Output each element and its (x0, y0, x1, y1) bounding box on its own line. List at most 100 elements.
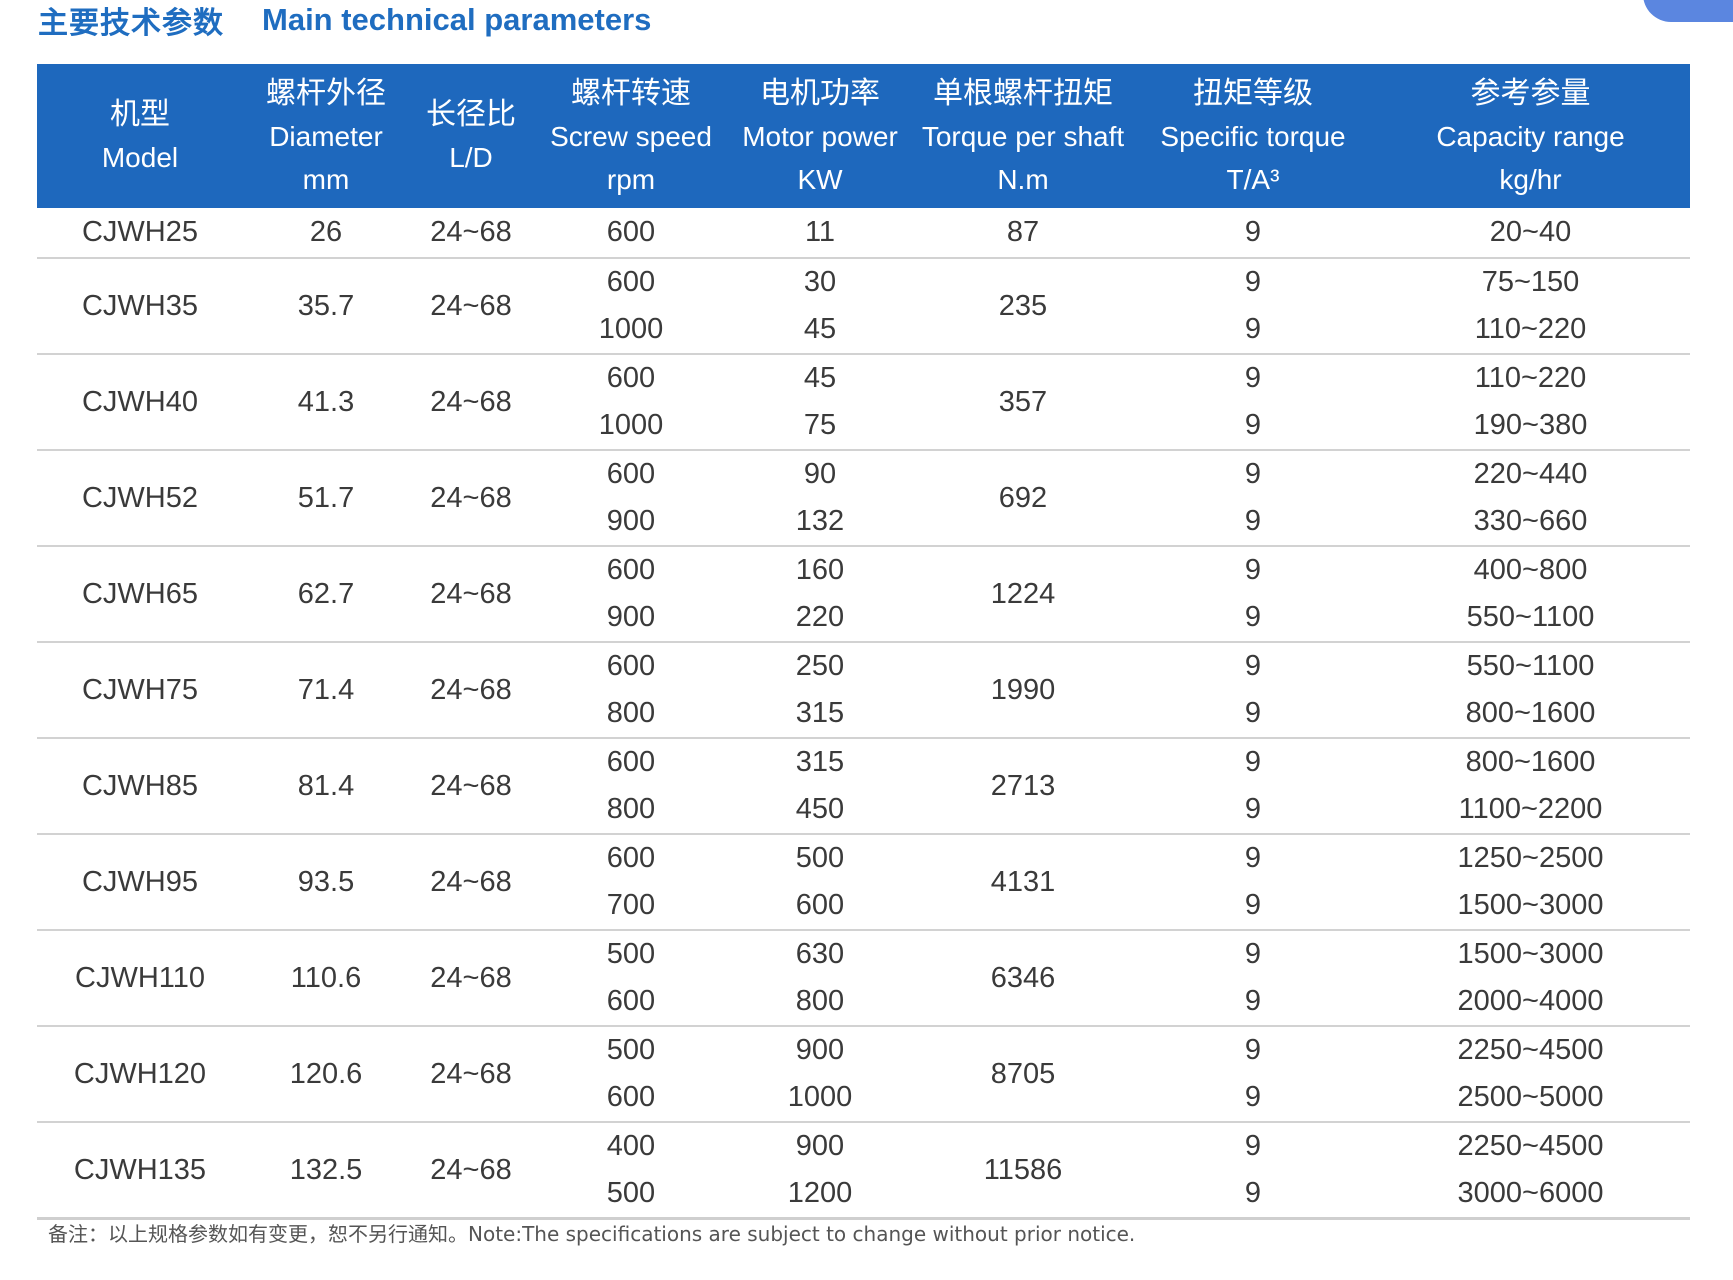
cell-screw-speed: 600 (606, 842, 656, 874)
cell-screw-speed: 600 (533, 208, 729, 259)
cell-model: CJWH120 (37, 1026, 243, 1123)
cell-diameter: 26 (243, 208, 409, 259)
cell-torque-per-shaft: 4131 (911, 834, 1135, 931)
cell-specific-torque: 9 (1135, 594, 1371, 643)
cell-specific-torque: 9 (1244, 266, 1262, 298)
cell-motor-power: 900 (795, 1034, 845, 1066)
cell-diameter: 110.6 (243, 930, 409, 1027)
cell-specific-torque: 9 (1244, 1130, 1262, 1162)
table-row: 1000 45 9 110~220 (37, 306, 1690, 355)
cell-screw-speed: 600 (606, 458, 656, 490)
cell-model: CJWH35 (37, 258, 243, 355)
header-ld-ratio: 长径比 L/D (409, 64, 533, 208)
cell-screw-speed: 700 (533, 882, 729, 931)
cell-specific-torque: 9 (1244, 362, 1262, 394)
technical-parameters-table: 机型 Model 螺杆外径 Diameter mm 长径比 L/D 螺杆转速 Screw … (37, 64, 1690, 1220)
table-body: CJWH25 26 24~68 600 11 87 9 20~40 CJWH35 35.7 24~6… (37, 208, 1690, 1220)
cell-torque-per-shaft: 1224 (911, 546, 1135, 643)
cell-ld-ratio: 24~68 (409, 834, 533, 931)
cell-screw-speed: 600 (606, 362, 656, 394)
cell-specific-torque: 9 (1135, 978, 1371, 1027)
header-screw-speed: 螺杆转速 Screw speed rpm (533, 64, 729, 208)
cell-model: CJWH52 (37, 450, 243, 547)
cell-screw-speed: 500 (606, 1034, 656, 1066)
table-row: 700 600 9 1500~3000 (37, 882, 1690, 931)
table-row: CJWH110 110.6 24~68 500 630 6346 9 1500~3000 (37, 930, 1690, 1027)
cell-capacity-range: 2250~4500 (1457, 1034, 1604, 1066)
table-row: CJWH35 35.7 24~68 600 30 235 9 75~150 (37, 258, 1690, 355)
cell-model: CJWH65 (37, 546, 243, 643)
cell-specific-torque: 9 (1135, 306, 1371, 355)
title-chinese: 主要技术参数 (38, 6, 224, 41)
table-row: CJWH120 120.6 24~68 500 900 8705 9 2250~4500 (37, 1026, 1690, 1123)
cell-capacity-range: 800~1600 (1465, 746, 1596, 778)
cell-specific-torque: 9 (1135, 882, 1371, 931)
cell-model: CJWH135 (37, 1122, 243, 1220)
cell-capacity-range: 220~440 (1473, 458, 1588, 490)
cell-specific-torque: 9 (1135, 690, 1371, 739)
cell-model: CJWH40 (37, 354, 243, 451)
cell-diameter: 62.7 (243, 546, 409, 643)
cell-model: CJWH95 (37, 834, 243, 931)
cell-capacity-range: 550~1100 (1371, 594, 1690, 643)
cell-screw-speed: 400 (606, 1130, 656, 1162)
table-row: 500 1200 9 3000~6000 (37, 1170, 1690, 1220)
cell-diameter: 132.5 (243, 1122, 409, 1220)
cell-capacity-range: 550~1100 (1466, 650, 1595, 682)
header-torque-per-shaft: 单根螺杆扭矩 Torque per shaft N.m (911, 64, 1135, 208)
cell-motor-power: 1200 (729, 1170, 911, 1220)
cell-screw-speed: 600 (533, 978, 729, 1027)
cell-capacity-range: 3000~6000 (1371, 1170, 1690, 1220)
cell-diameter: 71.4 (243, 642, 409, 739)
cell-specific-torque: 9 (1244, 458, 1262, 490)
cell-diameter: 93.5 (243, 834, 409, 931)
cell-ld-ratio: 24~68 (409, 1026, 533, 1123)
cell-screw-speed: 600 (606, 746, 656, 778)
cell-specific-torque: 9 (1135, 786, 1371, 835)
cell-torque-per-shaft: 11586 (911, 1122, 1135, 1220)
cell-specific-torque: 9 (1244, 842, 1262, 874)
footnote: 备注：以上规格参数如有变更，恕不另行通知。Note:The specificat… (48, 1222, 1136, 1246)
cell-screw-speed: 600 (606, 266, 656, 298)
cell-motor-power: 90 (803, 458, 837, 490)
table-row: 1000 75 9 190~380 (37, 402, 1690, 451)
cell-specific-torque: 9 (1244, 938, 1262, 970)
cell-ld-ratio: 24~68 (409, 738, 533, 835)
cell-screw-speed: 900 (533, 594, 729, 643)
cell-screw-speed: 800 (533, 786, 729, 835)
cell-screw-speed: 1000 (533, 402, 729, 451)
cell-capacity-range: 2250~4500 (1457, 1130, 1604, 1162)
cell-screw-speed: 500 (606, 938, 656, 970)
header-capacity-range: 参考参量 Capacity range kg/hr (1371, 64, 1690, 208)
cell-ld-ratio: 24~68 (409, 546, 533, 643)
cell-torque-per-shaft: 87 (911, 208, 1135, 259)
cell-specific-torque: 9 (1244, 554, 1262, 586)
cell-torque-per-shaft: 235 (911, 258, 1135, 355)
cell-specific-torque: 9 (1135, 1074, 1371, 1123)
table-row: CJWH52 51.7 24~68 600 90 692 9 220~440 (37, 450, 1690, 547)
cell-capacity-range: 1100~2200 (1371, 786, 1690, 835)
cell-diameter: 120.6 (243, 1026, 409, 1123)
cell-torque-per-shaft: 692 (911, 450, 1135, 547)
cell-motor-power: 132 (729, 498, 911, 547)
cell-diameter: 41.3 (243, 354, 409, 451)
cell-motor-power: 160 (795, 554, 845, 586)
cell-ld-ratio: 24~68 (409, 258, 533, 355)
header-diameter: 螺杆外径 Diameter mm (243, 64, 409, 208)
cell-model: CJWH110 (37, 930, 243, 1027)
cell-capacity-range: 1250~2500 (1457, 842, 1604, 874)
cell-torque-per-shaft: 2713 (911, 738, 1135, 835)
table-row: 600 1000 9 2500~5000 (37, 1074, 1690, 1123)
cell-specific-torque: 9 (1135, 498, 1371, 547)
table-row: 800 450 9 1100~2200 (37, 786, 1690, 835)
cell-motor-power: 1000 (729, 1074, 911, 1123)
table-row: 900 132 9 330~660 (37, 498, 1690, 547)
cell-motor-power: 315 (729, 690, 911, 739)
table-row: 900 220 9 550~1100 (37, 594, 1690, 643)
cell-motor-power: 900 (795, 1130, 845, 1162)
cell-motor-power: 75 (729, 402, 911, 451)
cell-model: CJWH75 (37, 642, 243, 739)
cell-capacity-range: 1500~3000 (1457, 938, 1604, 970)
cell-diameter: 81.4 (243, 738, 409, 835)
cell-motor-power: 600 (729, 882, 911, 931)
